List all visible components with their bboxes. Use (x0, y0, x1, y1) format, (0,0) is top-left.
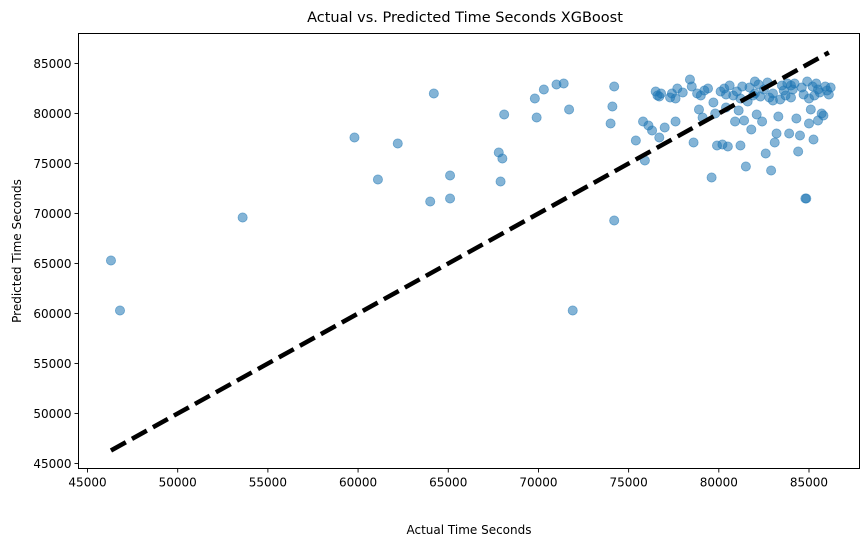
y-tick-label: 55000 (33, 357, 71, 371)
data-point (739, 115, 750, 126)
y-tick-label: 65000 (33, 257, 71, 271)
data-point (654, 132, 665, 143)
chart-title: Actual vs. Predicted Time Seconds XGBoos… (307, 10, 623, 26)
data-point (769, 137, 780, 148)
data-point (803, 118, 814, 129)
data-point (609, 215, 620, 226)
data-point (445, 193, 456, 204)
data-point (785, 80, 796, 91)
data-point (659, 122, 670, 133)
data-point (791, 113, 802, 124)
data-point (686, 81, 697, 92)
x-tick-label: 45000 (68, 476, 106, 490)
data-point (558, 78, 569, 89)
data-point (801, 193, 812, 204)
y-tick-label: 80000 (33, 107, 71, 121)
y-tick-label: 70000 (33, 207, 71, 221)
data-point (114, 305, 125, 316)
x-tick-label: 60000 (339, 476, 377, 490)
data-point (771, 128, 782, 139)
data-point (724, 80, 735, 91)
y-axis-label: Predicted Time Seconds (10, 179, 24, 323)
data-point (567, 305, 578, 316)
x-tick-label: 55000 (249, 476, 287, 490)
data-point (808, 134, 819, 145)
data-point (237, 212, 248, 223)
data-point (818, 110, 829, 121)
data-point (445, 170, 456, 181)
data-point (733, 105, 744, 116)
data-point (654, 91, 665, 102)
data-point (695, 90, 706, 101)
data-point (665, 92, 676, 103)
y-tick-label: 60000 (33, 307, 71, 321)
data-point (803, 93, 814, 104)
y-axis-ticks: 45000 50000 55000 60000 65000 70000 75000 80000… (33, 57, 79, 471)
data-point (722, 141, 733, 152)
y-tick-label: 75000 (33, 157, 71, 171)
data-point (766, 165, 777, 176)
data-point (746, 124, 757, 135)
data-point (773, 111, 784, 122)
data-point (767, 95, 778, 106)
data-point (794, 130, 805, 141)
data-point (105, 255, 116, 266)
data-point (392, 138, 403, 149)
data-point (740, 161, 751, 172)
x-tick-label: 75000 (610, 476, 648, 490)
data-point (609, 81, 620, 92)
data-point (428, 88, 439, 99)
data-point (793, 146, 804, 157)
data-point (531, 112, 542, 123)
data-point (499, 109, 510, 120)
data-point (825, 82, 836, 93)
data-point (497, 153, 508, 164)
x-tick-label: 70000 (519, 476, 557, 490)
x-axis-label: Actual Time Seconds (406, 523, 531, 537)
data-point (805, 104, 816, 115)
y-tick-label: 85000 (33, 57, 71, 71)
x-tick-label: 65000 (429, 476, 467, 490)
y-tick-label: 50000 (33, 407, 71, 421)
data-point (495, 176, 506, 187)
data-point (708, 97, 719, 108)
x-tick-label: 85000 (790, 476, 828, 490)
data-point (564, 104, 575, 115)
data-point (372, 174, 383, 185)
x-tick-label: 80000 (700, 476, 738, 490)
data-point (735, 140, 746, 151)
data-point (529, 93, 540, 104)
data-point (721, 89, 732, 100)
data-point (607, 101, 618, 112)
data-point (730, 116, 741, 127)
data-point (751, 109, 762, 120)
data-point (760, 148, 771, 159)
data-point (349, 132, 360, 143)
data-point (670, 116, 681, 127)
data-point (538, 84, 549, 95)
data-point (757, 116, 768, 127)
data-point (688, 137, 699, 148)
data-point (677, 87, 688, 98)
reference-line (109, 50, 830, 453)
data-point (702, 83, 713, 94)
data-point (630, 135, 641, 146)
data-point (647, 125, 658, 136)
data-point (784, 128, 795, 139)
data-point (605, 118, 616, 129)
data-point (813, 84, 824, 95)
y-tick-label: 45000 (33, 457, 71, 471)
reference-line-group (109, 50, 830, 453)
data-point (706, 172, 717, 183)
data-points (105, 74, 836, 316)
x-tick-label: 50000 (159, 476, 197, 490)
x-axis-ticks: 45000 50000 55000 60000 65000 70000 75000 80000… (68, 468, 828, 490)
data-point (425, 196, 436, 207)
